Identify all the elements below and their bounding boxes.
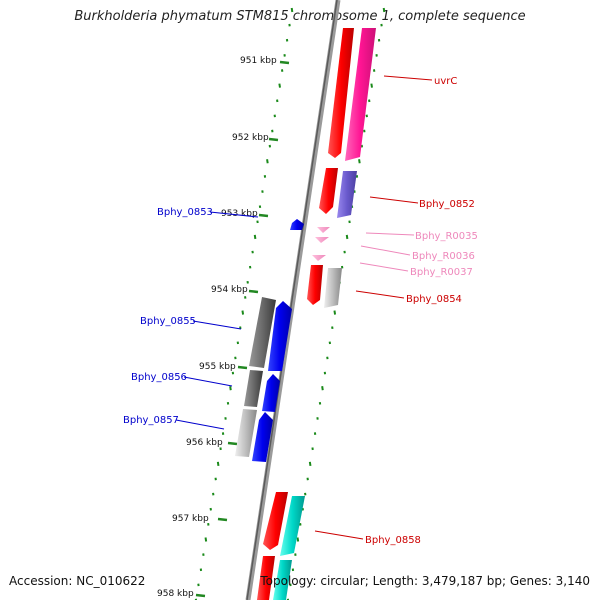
scale-label: 955 kbp bbox=[199, 362, 236, 372]
guide-dot bbox=[296, 537, 300, 542]
gene-0858-red[interactable] bbox=[263, 492, 288, 550]
scale-ruler: 951 kbp 952 kbp 953 kbp 954 kbp 955 kbp … bbox=[157, 56, 290, 599]
gene-0856-blue[interactable] bbox=[262, 374, 280, 412]
scale-label: 956 kbp bbox=[186, 438, 223, 448]
genome-summary-text: Topology: circular; Length: 3,479,187 bp… bbox=[260, 574, 590, 588]
gene-R0035[interactable] bbox=[317, 227, 330, 233]
guide-dot bbox=[345, 234, 349, 240]
label-uvrC[interactable]: uvrC bbox=[434, 76, 457, 87]
label-Bphy_0855[interactable]: Bphy_0855 bbox=[140, 316, 196, 327]
guide-dot bbox=[358, 159, 361, 164]
scale-label: 957 kbp bbox=[172, 514, 209, 524]
tick-953: 953 kbp bbox=[221, 209, 269, 219]
gene-0854-grey[interactable] bbox=[324, 268, 342, 308]
guide-dot bbox=[266, 159, 269, 164]
gene-0858-cyan[interactable] bbox=[280, 496, 305, 556]
guide-dot bbox=[216, 461, 220, 466]
map-title: Burkholderia phymatum STM815 chromosome … bbox=[74, 9, 526, 24]
gene-0855-blue[interactable] bbox=[268, 301, 292, 371]
label-Bphy_0858[interactable]: Bphy_0858 bbox=[365, 535, 421, 546]
gene-R0036[interactable] bbox=[315, 237, 329, 243]
gene-0857-grey[interactable] bbox=[235, 409, 257, 457]
gene-0855-grey[interactable] bbox=[249, 297, 276, 368]
guide-dot bbox=[204, 537, 208, 542]
tick-956: 956 kbp bbox=[186, 438, 238, 448]
guide-dot bbox=[229, 386, 232, 391]
tick-957: 957 kbp bbox=[172, 514, 228, 524]
label-Bphy_R0035[interactable]: Bphy_R0035 bbox=[415, 231, 478, 242]
scale-label: 954 kbp bbox=[211, 285, 248, 295]
gene-next-cyan[interactable] bbox=[273, 560, 292, 600]
tick-958: 958 kbp bbox=[157, 589, 206, 599]
guide-dot bbox=[241, 310, 245, 315]
scale-label: 951 kbp bbox=[240, 56, 277, 66]
guide-dot bbox=[382, 7, 386, 13]
chromosome-backbone bbox=[245, 0, 341, 600]
tick-951: 951 kbp bbox=[240, 56, 290, 66]
guide-dot bbox=[253, 234, 257, 240]
tick-955: 955 kbp bbox=[199, 362, 248, 372]
guide-dot bbox=[278, 83, 281, 88]
guide-dot bbox=[333, 310, 337, 315]
gene-0857-blue[interactable] bbox=[252, 412, 273, 462]
guide-dot bbox=[370, 83, 373, 88]
reverse-strand-genes bbox=[235, 219, 304, 462]
label-Bphy_R0036[interactable]: Bphy_R0036 bbox=[412, 251, 475, 262]
scale-label: 952 kbp bbox=[232, 133, 269, 143]
right-labels: uvrC Bphy_0852 Bphy_R0035 Bphy_R0036 Bph… bbox=[314, 75, 478, 546]
gene-0853[interactable] bbox=[290, 219, 304, 230]
label-Bphy_0853[interactable]: Bphy_0853 bbox=[157, 207, 213, 218]
accession-text: Accession: NC_010622 bbox=[9, 574, 146, 588]
label-Bphy_0854[interactable]: Bphy_0854 bbox=[406, 294, 462, 305]
tick-952: 952 kbp bbox=[232, 133, 279, 143]
guide-dot bbox=[308, 461, 312, 466]
gene-0854-red[interactable] bbox=[307, 265, 323, 305]
guide-tracks bbox=[194, 7, 386, 600]
left-labels: Bphy_0853 Bphy_0855 Bphy_0856 Bphy_0857 bbox=[123, 207, 259, 430]
gene-R0037[interactable] bbox=[312, 255, 326, 261]
label-Bphy_0852[interactable]: Bphy_0852 bbox=[419, 199, 475, 210]
label-Bphy_0856[interactable]: Bphy_0856 bbox=[131, 372, 187, 383]
tick-954: 954 kbp bbox=[211, 285, 259, 295]
gene-next-red[interactable] bbox=[257, 556, 275, 600]
gene-0852-red[interactable] bbox=[319, 168, 338, 214]
forward-strand-genes bbox=[257, 28, 376, 600]
chromosome-backbone-highlight bbox=[246, 0, 338, 600]
label-Bphy_R0037[interactable]: Bphy_R0037 bbox=[410, 267, 473, 278]
scale-label: 953 kbp bbox=[221, 209, 258, 219]
gene-uvrC-red[interactable] bbox=[328, 28, 354, 158]
gene-0856-grey[interactable] bbox=[244, 370, 263, 407]
gene-0852-purple[interactable] bbox=[337, 171, 357, 218]
guide-dot bbox=[321, 386, 324, 391]
guide-dot bbox=[290, 7, 294, 13]
label-Bphy_0857[interactable]: Bphy_0857 bbox=[123, 415, 179, 426]
gene-uvrC-pink[interactable] bbox=[345, 28, 376, 161]
scale-label: 958 kbp bbox=[157, 589, 194, 599]
